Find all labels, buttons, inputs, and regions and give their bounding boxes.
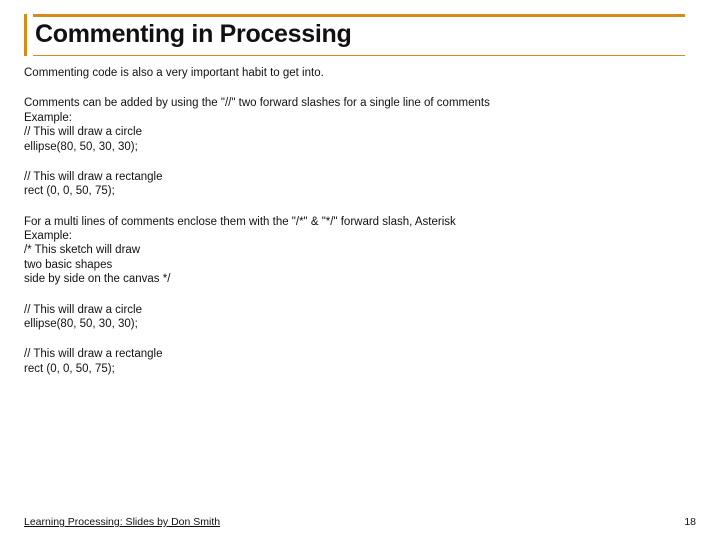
body-line: Example: (24, 229, 696, 243)
body-line: // This will draw a circle (24, 303, 696, 317)
body-line: // This will draw a rectangle (24, 347, 696, 361)
slide-body: Commenting code is also a very important… (24, 66, 696, 376)
body-line: // This will draw a rectangle (24, 170, 696, 184)
title-wrap: Commenting in Processing (24, 14, 696, 56)
paragraph: Comments can be added by using the "//" … (24, 96, 696, 154)
footer-text: Learning Processing: Slides by Don Smith (24, 516, 220, 528)
title-block: Commenting in Processing (24, 14, 696, 56)
body-line: rect (0, 0, 50, 75); (24, 362, 696, 376)
body-line: For a multi lines of comments enclose th… (24, 215, 696, 229)
body-line: Commenting code is also a very important… (24, 66, 696, 80)
body-line: /* This sketch will draw (24, 243, 696, 257)
body-line: Comments can be added by using the "//" … (24, 96, 696, 110)
body-line: ellipse(80, 50, 30, 30); (24, 317, 696, 331)
paragraph: For a multi lines of comments enclose th… (24, 215, 696, 287)
slide-title: Commenting in Processing (33, 14, 685, 56)
page-number: 18 (684, 516, 696, 528)
body-line: Example: (24, 111, 696, 125)
body-line: ellipse(80, 50, 30, 30); (24, 140, 696, 154)
slide: Commenting in Processing Commenting code… (0, 0, 720, 540)
paragraph: Commenting code is also a very important… (24, 66, 696, 80)
body-line: two basic shapes (24, 258, 696, 272)
body-line: // This will draw a circle (24, 125, 696, 139)
paragraph: // This will draw a rectangle rect (0, 0… (24, 170, 696, 199)
body-line: rect (0, 0, 50, 75); (24, 184, 696, 198)
footer: Learning Processing: Slides by Don Smith… (24, 516, 696, 528)
paragraph: // This will draw a rectangle rect (0, 0… (24, 347, 696, 376)
body-line: side by side on the canvas */ (24, 272, 696, 286)
paragraph: // This will draw a circle ellipse(80, 5… (24, 303, 696, 332)
